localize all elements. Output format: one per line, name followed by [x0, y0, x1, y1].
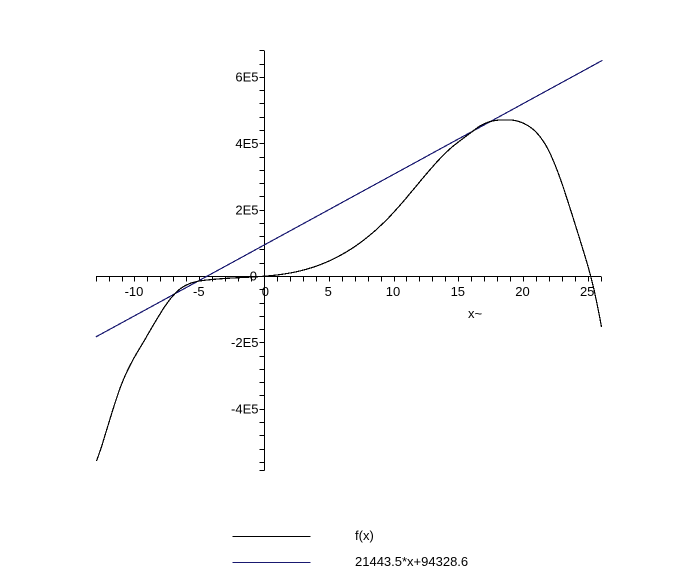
svg-text:25: 25 — [580, 284, 594, 299]
svg-text:15: 15 — [451, 284, 465, 299]
svg-text:-5: -5 — [193, 284, 205, 299]
svg-text:-4E5: -4E5 — [231, 401, 258, 416]
svg-text:21443.5*x+94328.6: 21443.5*x+94328.6 — [355, 554, 468, 569]
svg-text:20: 20 — [515, 284, 529, 299]
svg-text:10: 10 — [386, 284, 400, 299]
svg-text:4E5: 4E5 — [235, 136, 258, 151]
svg-text:x~: x~ — [468, 306, 483, 321]
svg-text:6E5: 6E5 — [235, 70, 258, 85]
svg-text:-2E5: -2E5 — [231, 335, 258, 350]
svg-text:5: 5 — [325, 284, 332, 299]
svg-text:0: 0 — [250, 269, 257, 284]
svg-text:2E5: 2E5 — [235, 202, 258, 217]
svg-text:0: 0 — [262, 284, 269, 299]
svg-text:f(x): f(x) — [355, 528, 374, 543]
svg-text:-10: -10 — [125, 284, 144, 299]
